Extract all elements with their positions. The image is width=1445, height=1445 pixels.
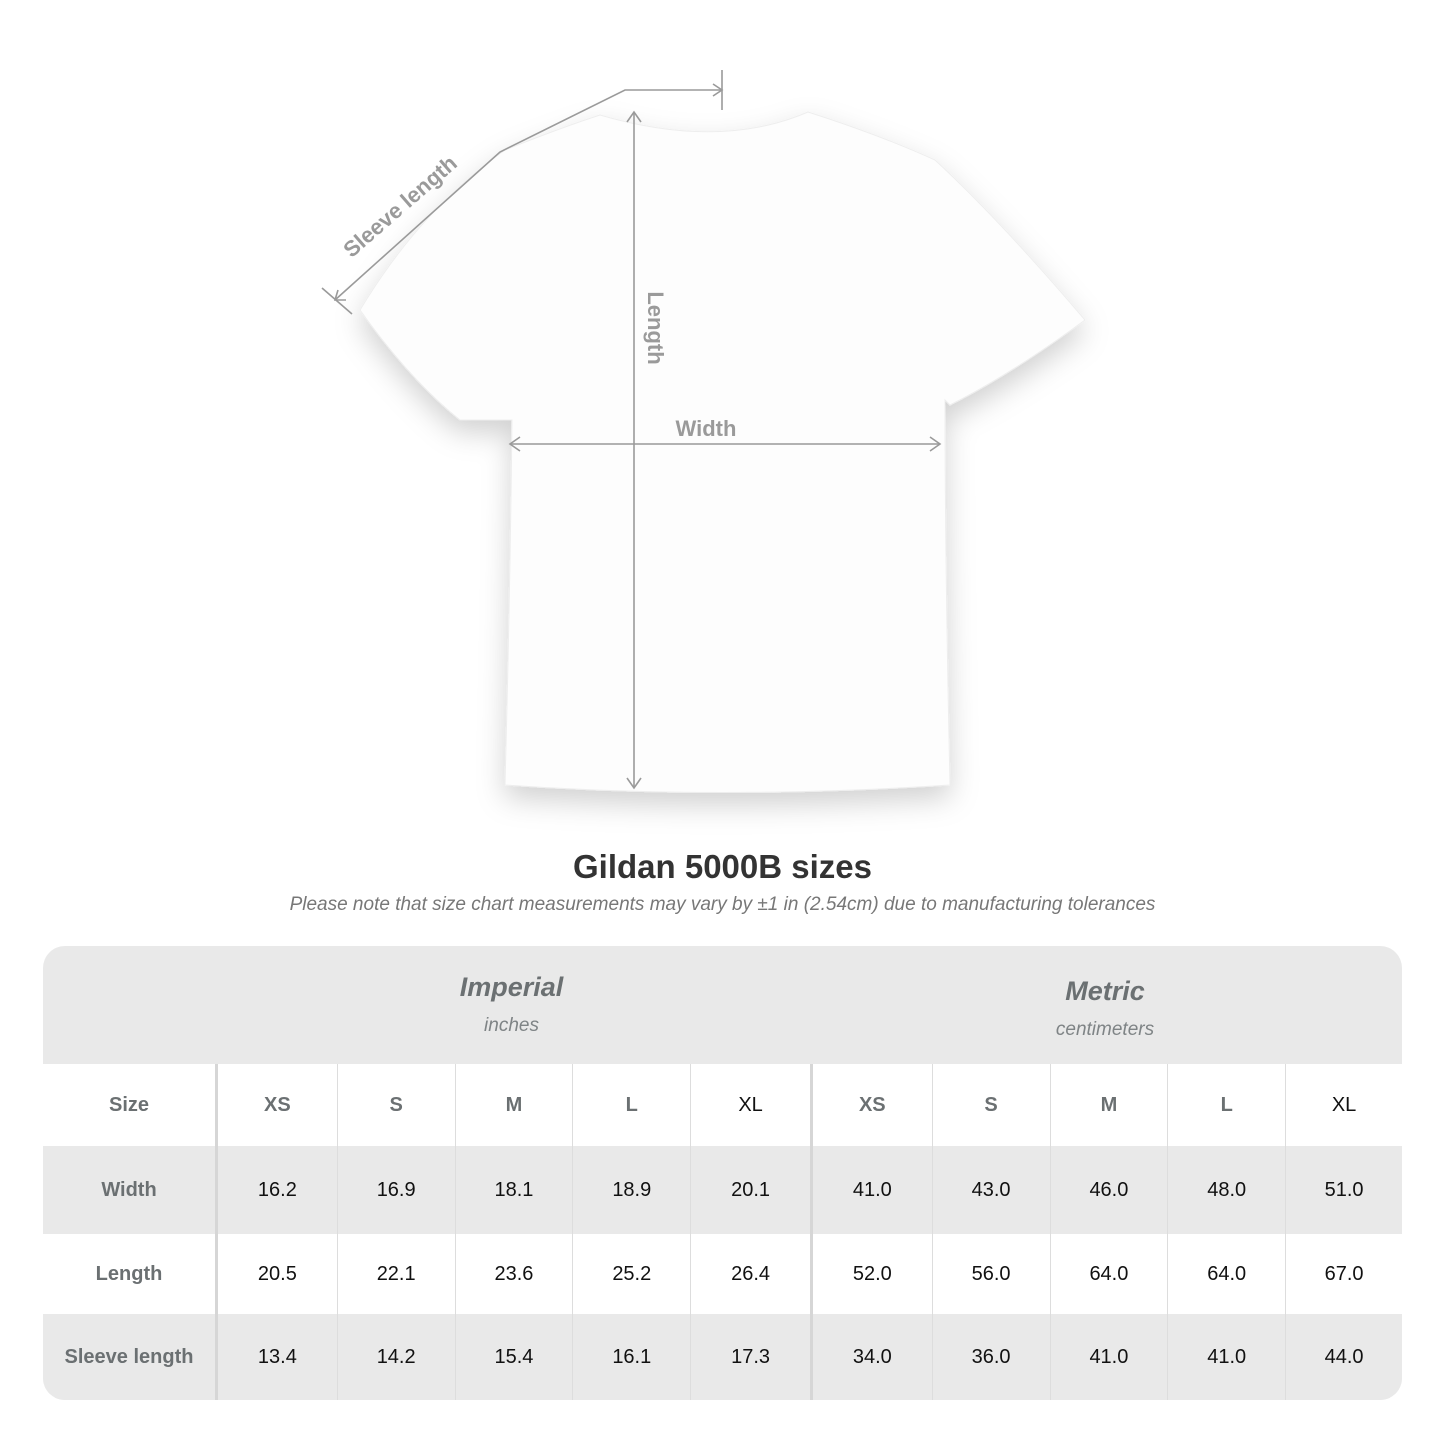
metric-value: 64.0 xyxy=(1049,1234,1168,1314)
table-row: Length 20.5 22.1 23.6 25.2 26.4 52.0 56.0 64.0 64… xyxy=(43,1234,1402,1314)
imperial-value: 18.1 xyxy=(454,1146,573,1234)
tshirt-diagram: Sleeve length Length Width xyxy=(321,70,1086,793)
size-header: Size xyxy=(43,1064,218,1146)
metric-size-xl: XL xyxy=(1285,1064,1402,1146)
metric-value: 43.0 xyxy=(931,1146,1050,1234)
imperial-value: 23.6 xyxy=(454,1234,573,1314)
row-label: Width xyxy=(43,1146,218,1234)
metric-size-s: S xyxy=(931,1064,1050,1146)
imperial-value: 16.9 xyxy=(336,1146,456,1234)
imperial-value: 15.4 xyxy=(454,1314,573,1400)
tolerance-note: Please note that size chart measurements… xyxy=(289,894,1156,915)
size-header-row: Size XS S M L XL XS S M L XL xyxy=(43,1064,1402,1146)
metric-value: 41.0 xyxy=(1049,1314,1168,1400)
metric-header: Metric centimeters xyxy=(808,946,1402,1094)
imperial-value: 16.2 xyxy=(216,1146,338,1234)
metric-size-l: L xyxy=(1167,1064,1286,1146)
row-label: Length xyxy=(43,1234,218,1314)
metric-title: Metric xyxy=(1065,976,1145,1006)
metric-value: 44.0 xyxy=(1285,1314,1402,1400)
imperial-size-xl: XL xyxy=(690,1064,812,1146)
metric-size-m: M xyxy=(1049,1064,1168,1146)
imperial-value: 13.4 xyxy=(216,1314,338,1400)
metric-size-xs: XS xyxy=(809,1064,933,1146)
imperial-header: Imperial inches xyxy=(215,946,808,1090)
metric-value: 52.0 xyxy=(809,1234,933,1314)
metric-value: 51.0 xyxy=(1285,1146,1402,1234)
metric-unit: centimeters xyxy=(1055,1019,1155,1040)
width-label: Width xyxy=(676,416,737,441)
table-row: Sleeve length 13.4 14.2 15.4 16.1 17.3 34.0 36.… xyxy=(43,1314,1402,1400)
metric-value: 41.0 xyxy=(1167,1314,1286,1400)
imperial-value: 14.2 xyxy=(336,1314,456,1400)
table-row: Width 16.2 16.9 18.1 18.9 20.1 41.0 43.0 46.0 48.… xyxy=(43,1146,1402,1234)
size-chart-panel: Imperial inches Metric centimeters Size X… xyxy=(43,946,1402,1400)
imperial-size-s: S xyxy=(336,1064,456,1146)
metric-value: 46.0 xyxy=(1049,1146,1168,1234)
metric-value: 48.0 xyxy=(1167,1146,1286,1234)
imperial-value: 18.9 xyxy=(572,1146,691,1234)
imperial-size-xs: XS xyxy=(216,1064,338,1146)
imperial-size-l: L xyxy=(572,1064,691,1146)
length-label: Length xyxy=(643,291,668,364)
metric-value: 41.0 xyxy=(809,1146,933,1234)
metric-value: 64.0 xyxy=(1167,1234,1286,1314)
imperial-value: 22.1 xyxy=(336,1234,456,1314)
metric-value: 67.0 xyxy=(1285,1234,1402,1314)
imperial-value: 25.2 xyxy=(572,1234,691,1314)
imperial-size-m: M xyxy=(454,1064,573,1146)
tshirt-shape xyxy=(359,111,1086,793)
metric-value: 56.0 xyxy=(931,1234,1050,1314)
size-table: Size XS S M L XL XS S M L XL Width 16.2 16.9 18.1 18.9 2… xyxy=(43,1064,1402,1400)
metric-value: 36.0 xyxy=(931,1314,1050,1400)
imperial-value: 20.1 xyxy=(690,1146,812,1234)
imperial-value: 26.4 xyxy=(690,1234,812,1314)
metric-value: 34.0 xyxy=(809,1314,933,1400)
page-title: Gildan 5000B sizes xyxy=(573,848,872,885)
imperial-value: 16.1 xyxy=(572,1314,691,1400)
imperial-value: 20.5 xyxy=(216,1234,338,1314)
imperial-value: 17.3 xyxy=(690,1314,812,1400)
imperial-title: Imperial xyxy=(459,972,564,1002)
row-label: Sleeve length xyxy=(43,1314,218,1400)
imperial-unit: inches xyxy=(484,1015,539,1036)
